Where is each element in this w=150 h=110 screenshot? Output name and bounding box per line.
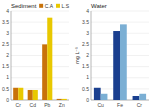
y-tick-label: 0.5 (2, 86, 9, 92)
y-tick-label: 4 (6, 8, 9, 14)
x-tick-label: Cu (97, 102, 104, 108)
bar (139, 94, 146, 100)
chart-title: Sediment (11, 3, 37, 9)
grid-line (11, 44, 69, 45)
x-tick-label: Cr (137, 102, 143, 108)
panel: 0 0.5 1 1.5 2 2.5 3 3.5 4 Cu Fe Cr Water mg L⁻¹ (74, 3, 149, 109)
grid-line (11, 22, 69, 23)
y-tick-label: 0.5 (82, 86, 89, 92)
grid-line (11, 33, 69, 34)
bar (18, 88, 23, 100)
legend-label: L.S (61, 3, 69, 9)
bar (113, 31, 120, 100)
y-tick-label: 1.5 (82, 63, 89, 69)
panel: 0 0.5 1 1.5 2 2.5 3 3.5 4 Cr Cd Pb Zn Sediment C.A L.S (2, 3, 70, 109)
grid-line (11, 55, 69, 56)
y-tick-label: 3 (86, 30, 89, 36)
y-axis-line (11, 11, 12, 100)
y-tick-label: 2 (6, 52, 9, 58)
x-tick-label: Cr (16, 102, 22, 108)
grid-line (91, 22, 149, 23)
y-tick-label: 2 (86, 52, 89, 58)
bar (57, 99, 62, 100)
legend: C.A L.S (39, 3, 70, 9)
bar (101, 94, 108, 100)
legend-label: C.A (45, 3, 54, 9)
y-tick-label: 3.5 (82, 19, 89, 25)
y-axis-line (91, 11, 92, 100)
bar (42, 44, 47, 100)
x-tick-label: Pb (44, 102, 50, 108)
grid-line (91, 11, 149, 12)
bar (62, 99, 67, 100)
y-axis-label: mg L⁻¹ (74, 47, 81, 64)
legend-swatch (39, 4, 43, 8)
chart-figure: 00.511.522.533.54CrCdPbZnSedimentC.AL.S0… (0, 0, 150, 110)
bar (28, 90, 33, 100)
grid-line (11, 66, 69, 67)
bar (33, 90, 38, 100)
chart-title: Water (91, 3, 107, 9)
grid-line (11, 11, 69, 12)
y-tick-label: 3 (6, 30, 9, 36)
grid-line (11, 77, 69, 78)
x-tick-label: Cd (30, 102, 37, 108)
y-tick-label: 1 (86, 74, 89, 80)
legend-swatch (56, 4, 60, 8)
bars (13, 18, 67, 100)
bar (94, 88, 101, 100)
y-tick-label: 1.5 (2, 63, 9, 69)
y-tick-label: 0 (6, 97, 9, 103)
y-tick-label: 0 (86, 97, 89, 103)
bar (120, 24, 127, 100)
bar (13, 88, 18, 100)
bars (94, 24, 146, 100)
x-tick-label: Fe (117, 102, 123, 108)
bar (133, 96, 140, 100)
y-tick-label: 3.5 (2, 19, 9, 25)
y-tick-label: 4 (86, 8, 89, 14)
bar (47, 18, 52, 100)
y-tick-label: 2.5 (2, 41, 9, 47)
y-tick-label: 1 (6, 74, 9, 80)
x-tick-label: Zn (59, 102, 65, 108)
y-tick-label: 2.5 (82, 41, 89, 47)
